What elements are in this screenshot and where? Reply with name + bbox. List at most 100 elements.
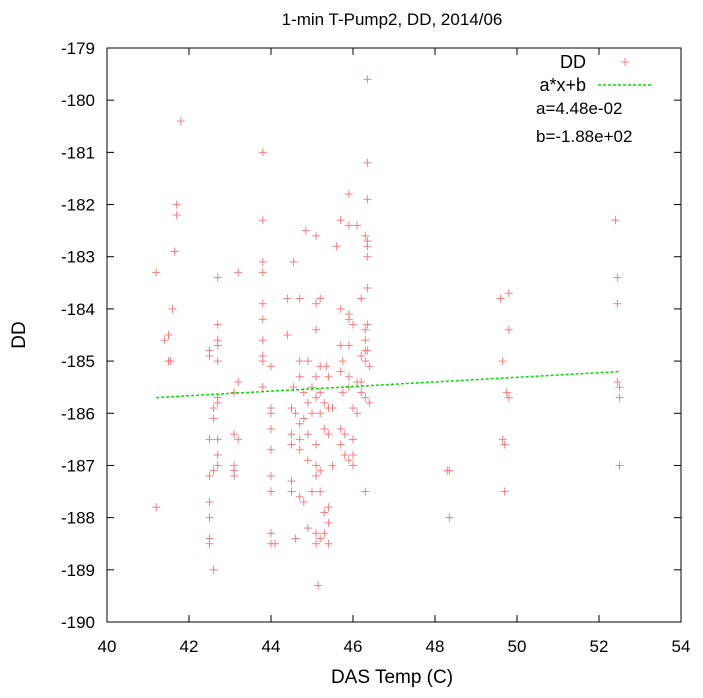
data-point — [258, 315, 267, 324]
x-tick-label: 46 — [344, 637, 363, 656]
y-tick-label: -186 — [61, 404, 95, 423]
data-point — [312, 231, 321, 240]
data-point — [615, 461, 624, 470]
data-point — [361, 487, 370, 496]
data-point — [336, 367, 345, 376]
data-point — [160, 336, 169, 345]
data-point — [312, 372, 321, 381]
data-point — [363, 158, 372, 167]
data-point — [363, 242, 372, 251]
data-point — [287, 404, 296, 413]
data-point — [258, 257, 267, 266]
data-point — [320, 508, 329, 517]
data-point — [271, 539, 280, 548]
data-point — [205, 435, 214, 444]
data-point — [353, 221, 362, 230]
data-point — [613, 377, 622, 386]
data-point — [316, 294, 325, 303]
data-point — [152, 268, 161, 277]
data-point — [267, 409, 275, 418]
data-point — [267, 362, 275, 371]
data-point — [316, 466, 325, 475]
data-point — [234, 435, 243, 444]
data-point — [205, 539, 214, 548]
data-point — [504, 393, 513, 402]
data-point — [312, 539, 321, 548]
data-point — [213, 357, 222, 366]
data-point — [205, 351, 214, 360]
data-point — [324, 518, 333, 527]
data-point — [166, 357, 175, 366]
legend: DD a*x+b a=4.48e-02 b=-1.88e+02 — [536, 52, 652, 146]
data-point — [164, 331, 173, 339]
x-tick-label: 40 — [98, 637, 117, 656]
data-point — [613, 273, 622, 282]
data-point — [312, 325, 321, 334]
y-tick-label: -185 — [61, 352, 95, 371]
data-point — [312, 461, 321, 470]
x-tick-label: 48 — [426, 637, 445, 656]
data-point — [357, 351, 366, 360]
data-point — [291, 534, 300, 543]
data-point — [361, 393, 370, 402]
data-point — [363, 284, 372, 293]
data-point — [295, 492, 304, 501]
data-point — [613, 299, 622, 308]
fit-line — [156, 370, 620, 399]
data-point — [172, 200, 181, 209]
data-point — [308, 409, 316, 418]
data-point — [295, 419, 304, 428]
data-point — [349, 461, 357, 470]
data-point — [295, 445, 304, 454]
data-point — [299, 414, 308, 423]
data-point — [267, 471, 275, 480]
data-point — [338, 357, 347, 366]
data-point — [349, 435, 357, 444]
y-tick-label: -190 — [61, 613, 95, 632]
data-point — [230, 471, 239, 480]
data-point — [316, 409, 325, 418]
data-point — [336, 440, 345, 449]
data-point — [258, 299, 267, 308]
data-point — [496, 294, 505, 303]
data-point — [322, 362, 331, 371]
x-tick-label: 54 — [672, 637, 691, 656]
data-point — [303, 524, 312, 533]
data-point — [209, 565, 218, 574]
legend-label-dd: DD — [560, 52, 586, 72]
y-tick-label: -189 — [61, 561, 95, 580]
data-point — [349, 320, 357, 329]
data-point — [287, 440, 296, 449]
data-point — [287, 487, 296, 496]
data-point — [349, 404, 357, 413]
annotation-a: a=4.48e-02 — [536, 99, 623, 118]
data-point — [336, 424, 345, 433]
data-point — [312, 529, 321, 538]
data-point — [258, 268, 267, 277]
data-point — [361, 325, 370, 334]
y-tick-label: -180 — [61, 91, 95, 110]
data-point — [336, 216, 345, 225]
data-point — [267, 424, 275, 433]
data-point — [213, 273, 222, 282]
plot-area — [106, 47, 682, 623]
data-point — [320, 398, 329, 407]
annotation-b: b=-1.88e+02 — [536, 127, 632, 146]
data-point — [209, 466, 218, 475]
data-point — [213, 341, 222, 350]
dd-points — [152, 75, 624, 590]
data-point — [308, 487, 316, 496]
data-point — [338, 388, 347, 397]
data-point — [209, 404, 218, 413]
data-point — [363, 346, 372, 355]
legend-label-fit: a*x+b — [539, 75, 586, 95]
data-point — [324, 372, 333, 381]
data-point — [267, 529, 275, 538]
data-point — [328, 461, 337, 470]
data-point — [344, 315, 353, 324]
x-axis-label: DAS Temp (C) — [331, 667, 453, 688]
data-point — [498, 435, 507, 444]
data-point — [230, 430, 239, 439]
